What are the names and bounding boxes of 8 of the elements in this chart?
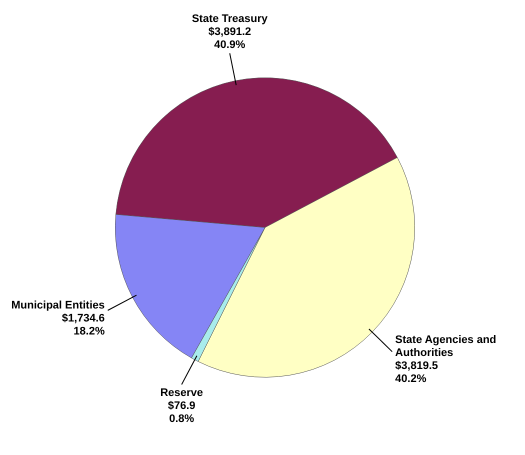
slice-label: State Treasury xyxy=(192,12,269,25)
slice-label: State Agencies and Authorities xyxy=(395,334,496,360)
slice-label: Municipal Entities xyxy=(11,299,105,312)
data-label: $76.9 0.8% xyxy=(168,400,196,426)
data-label: $3,891.2 40.9% xyxy=(208,26,252,51)
data-label: $3,819.5 40.2% xyxy=(395,360,438,386)
slice-label: Reserve xyxy=(160,387,204,400)
data-label: $1,734.6 18.2% xyxy=(62,312,105,338)
